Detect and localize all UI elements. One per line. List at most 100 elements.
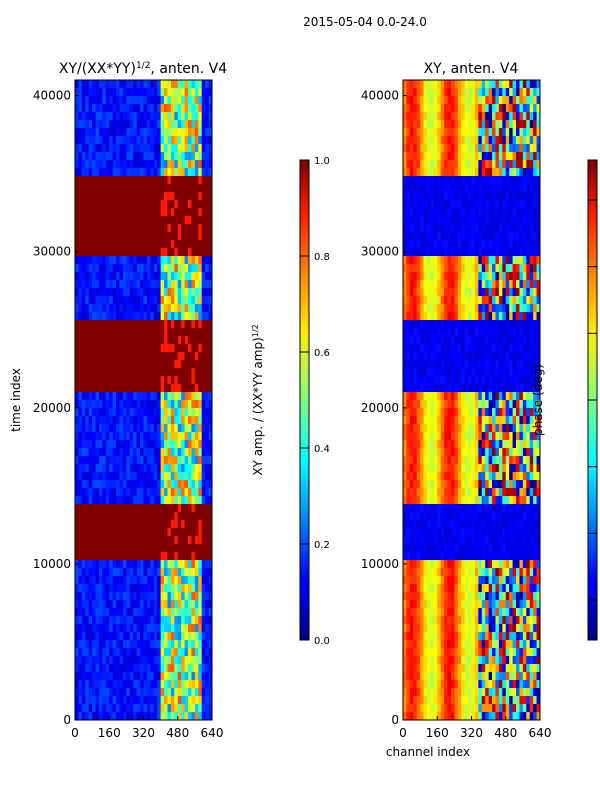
- phase-heatmap-cell: [447, 96, 452, 105]
- amplitude-heatmap-cell: [160, 592, 165, 601]
- amplitude-heatmap-cell: [126, 472, 131, 481]
- amplitude-heatmap-cell: [75, 608, 79, 617]
- amplitude-heatmap-cell: [143, 304, 148, 313]
- amplitude-heatmap-cell: [129, 648, 134, 657]
- phase-heatmap-cell: [495, 312, 500, 321]
- amplitude-heatmap-cell: [95, 640, 100, 649]
- amplitude-heatmap-cell: [88, 296, 93, 305]
- phase-heatmap-cell: [430, 224, 435, 233]
- amplitude-heatmap-cell: [81, 112, 86, 121]
- amplitude-heatmap-cell: [184, 360, 189, 369]
- amplitude-heatmap-cell: [194, 144, 199, 153]
- amplitude-heatmap-cell: [208, 288, 213, 297]
- phase-heatmap-cell: [447, 400, 452, 409]
- phase-heatmap-cell: [474, 152, 479, 161]
- phase-heatmap-cell: [413, 392, 418, 401]
- phase-heatmap-cell: [450, 360, 455, 369]
- amplitude-heatmap-cell: [78, 400, 83, 409]
- amplitude-heatmap-cell: [146, 552, 151, 561]
- amplitude-heatmap-cell: [109, 120, 114, 129]
- amplitude-heatmap-cell: [157, 104, 162, 113]
- amplitude-heatmap-cell: [194, 696, 199, 705]
- amplitude-heatmap-cell: [75, 88, 79, 97]
- amplitude-heatmap-cell: [188, 104, 192, 113]
- amplitude-heatmap-cell: [116, 408, 120, 417]
- amplitude-heatmap-cell: [119, 216, 124, 225]
- amplitude-heatmap-cell: [122, 160, 127, 169]
- amplitude-heatmap-cell: [105, 264, 110, 273]
- phase-heatmap-cell: [481, 232, 486, 241]
- phase-heatmap-cell: [516, 336, 520, 345]
- amplitude-heatmap-cell: [167, 496, 172, 505]
- amplitude-heatmap-cell: [140, 424, 144, 433]
- amplitude-heatmap-cell: [98, 352, 103, 361]
- phase-heatmap-cell: [464, 216, 469, 225]
- amplitude-heatmap-cell: [105, 152, 110, 161]
- amplitude-heatmap-cell: [109, 328, 114, 337]
- phase-heatmap-cell: [406, 328, 411, 337]
- amplitude-heatmap-cell: [184, 520, 189, 529]
- amplitude-heatmap-cell: [160, 712, 165, 721]
- amplitude-heatmap-cell: [75, 464, 79, 473]
- phase-heatmap-cell: [526, 376, 531, 385]
- amplitude-heatmap-cell: [170, 480, 175, 489]
- amplitude-heatmap-cell: [157, 152, 162, 161]
- amplitude-heatmap-cell: [85, 408, 90, 417]
- amplitude-heatmap-cell: [136, 560, 141, 569]
- amplitude-heatmap-cell: [109, 600, 114, 609]
- amplitude-heatmap-cell: [164, 456, 168, 465]
- amplitude-heatmap-cell: [201, 144, 206, 153]
- phase-heatmap-cell: [454, 344, 459, 353]
- amplitude-heatmap-cell: [188, 536, 192, 545]
- amplitude-heatmap-cell: [119, 608, 124, 617]
- phase-heatmap-cell: [485, 80, 490, 89]
- phase-heatmap-cell: [529, 384, 534, 393]
- amplitude-heatmap-cell: [146, 496, 151, 505]
- phase-heatmap-cell: [495, 376, 500, 385]
- amplitude-heatmap-cell: [126, 528, 131, 537]
- amplitude-heatmap-cell: [181, 440, 185, 449]
- amplitude-heatmap-cell: [140, 168, 144, 177]
- phase-heatmap-cell: [468, 312, 472, 321]
- phase-heatmap-cell: [409, 376, 414, 385]
- phase-heatmap-cell: [433, 256, 438, 265]
- amplitude-heatmap-cell: [102, 280, 107, 289]
- amplitude-heatmap-cell: [116, 432, 120, 441]
- phase-heatmap-cell: [461, 168, 466, 177]
- amplitude-heatmap-cell: [109, 712, 114, 721]
- amplitude-heatmap-cell: [208, 384, 213, 393]
- phase-heatmap-cell: [536, 88, 541, 97]
- amplitude-heatmap-cell: [194, 336, 199, 345]
- amplitude-heatmap-cell: [98, 216, 103, 225]
- phase-heatmap-cell: [468, 208, 472, 217]
- amplitude-heatmap-cell: [153, 192, 158, 201]
- amplitude-heatmap-cell: [157, 176, 162, 185]
- phase-heatmap-cell: [492, 152, 496, 161]
- amplitude-heatmap-cell: [208, 408, 213, 417]
- amplitude-heatmap-cell: [194, 384, 199, 393]
- amplitude-title-exponent: 1/2: [136, 61, 150, 71]
- phase-heatmap-cell: [492, 184, 496, 193]
- phase-heatmap-cell: [423, 272, 428, 281]
- phase-heatmap-cell: [509, 360, 513, 369]
- amplitude-heatmap-cell: [164, 536, 168, 545]
- amplitude-heatmap-cell: [129, 624, 134, 633]
- amplitude-heatmap-cell: [112, 240, 117, 249]
- amplitude-heatmap-cell: [167, 688, 172, 697]
- amplitude-heatmap-cell: [143, 152, 148, 161]
- amplitude-heatmap-cell: [102, 696, 107, 705]
- amplitude-heatmap-cell: [164, 600, 168, 609]
- phase-heatmap-cell: [533, 152, 537, 161]
- amplitude-heatmap-cell: [143, 584, 148, 593]
- phase-heatmap-cell: [413, 328, 418, 337]
- amplitude-heatmap-cell: [150, 456, 155, 465]
- amplitude-heatmap-cell: [98, 560, 103, 569]
- phase-heatmap-cell: [426, 368, 431, 377]
- phase-heatmap-cell: [471, 216, 476, 225]
- phase-heatmap-cell: [474, 192, 479, 201]
- phase-heatmap-cell: [536, 240, 541, 249]
- phase-heatmap-cell: [474, 136, 479, 145]
- amplitude-heatmap-cell: [208, 96, 213, 105]
- phase-heatmap-cell: [512, 384, 517, 393]
- amplitude-heatmap-cell: [153, 440, 158, 449]
